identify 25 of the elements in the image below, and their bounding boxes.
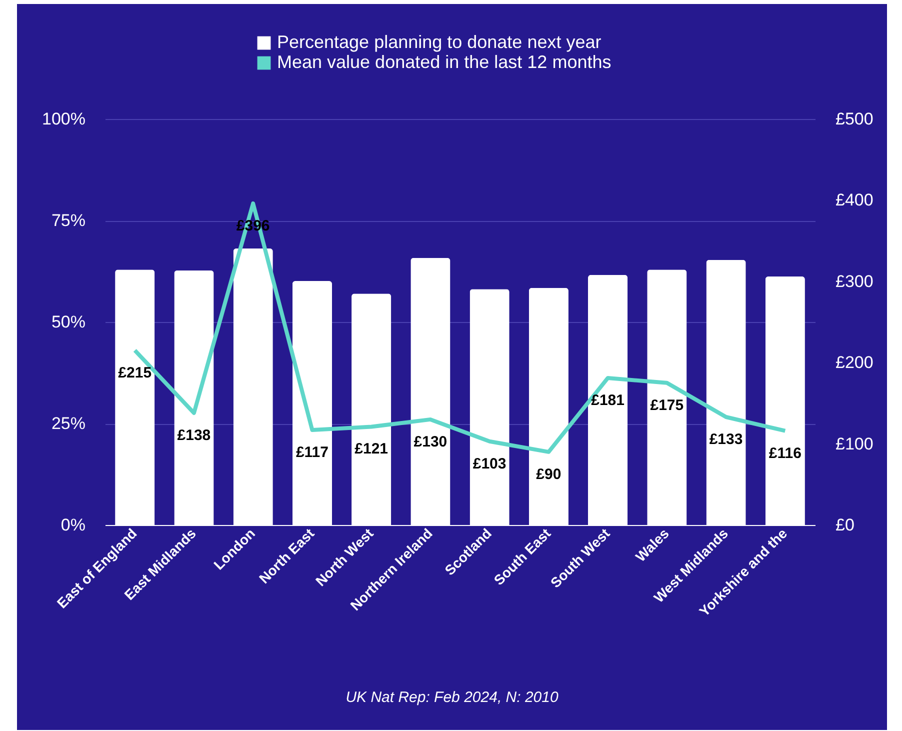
data-label: £117 — [296, 444, 328, 461]
y-tick-label: 0% — [60, 516, 86, 534]
data-label: £215 — [118, 364, 152, 382]
y2-tick-label: £200 — [836, 353, 874, 372]
y2-tick-label: £400 — [836, 190, 874, 210]
data-label: £103 — [472, 455, 506, 472]
legend-label: Mean value donated in the last 12 months — [277, 52, 612, 72]
data-label: £90 — [536, 466, 562, 483]
y-tick-label: 75% — [51, 211, 86, 230]
y2-tick-label: £0 — [836, 516, 854, 534]
legend-label: Percentage planning to donate next year — [277, 32, 602, 52]
data-label: £138 — [177, 426, 211, 444]
data-label: £116 — [768, 444, 802, 462]
data-label: £130 — [414, 433, 448, 450]
data-label: £181 — [591, 392, 624, 410]
y-tick-label: 25% — [51, 414, 86, 433]
y-tick-label: 50% — [51, 312, 86, 332]
y2-tick-label: £300 — [836, 272, 874, 291]
data-label: £175 — [650, 396, 684, 414]
y2-tick-label: £100 — [836, 434, 874, 454]
y2-tick-label: £500 — [836, 110, 874, 128]
y-tick-label: 100% — [42, 110, 86, 128]
data-label: £133 — [709, 431, 743, 448]
data-label: £121 — [354, 440, 388, 458]
text: UK Nat Rep: Feb 2024, N: 2010 — [344, 689, 560, 706]
